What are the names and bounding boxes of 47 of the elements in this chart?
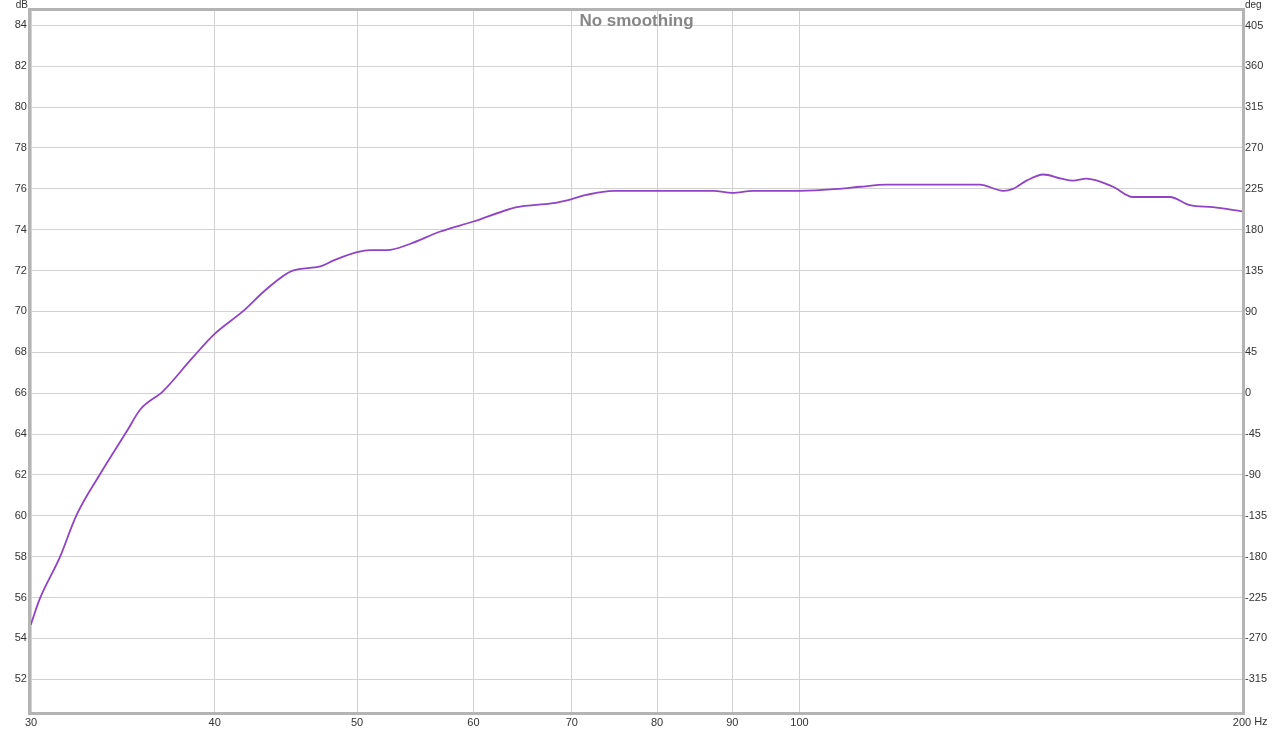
y2-tick-label: -135 [1245, 508, 1268, 521]
y-tick-label: 56 [14, 590, 27, 603]
x-axis-title: Hz [1254, 715, 1268, 728]
y2-tick-label: -315 [1245, 672, 1268, 685]
x-tick-label: 90 [726, 715, 739, 728]
y-axis-title: dB [15, 0, 29, 10]
y2-tick-label: 360 [1245, 59, 1264, 72]
y2-tick-label: 270 [1245, 141, 1264, 154]
x-tick-label: 200 [1232, 715, 1252, 728]
y2-tick-label: -90 [1245, 468, 1261, 481]
x-tick-label: 40 [208, 715, 221, 728]
y-tick-label: 84 [14, 18, 27, 31]
y2-tick-label: 405 [1245, 18, 1264, 31]
y2-axis-title: deg [1245, 0, 1262, 10]
x-tick-label: 70 [565, 715, 578, 728]
y-tick-label: 70 [14, 304, 27, 317]
y-tick-label: 52 [14, 672, 27, 685]
y-tick-label: 54 [14, 631, 27, 644]
y-tick-label: 62 [14, 467, 27, 480]
y-tick-label: 76 [14, 181, 27, 194]
y-tick-label: 68 [14, 345, 27, 358]
y-tick-label: 58 [14, 549, 27, 562]
y-tick-label: 64 [14, 427, 27, 440]
y-tick-label: 72 [14, 263, 27, 276]
y2-tick-label: 135 [1245, 263, 1264, 276]
x-tick-label: 60 [467, 715, 480, 728]
y2-tick-label: 90 [1245, 304, 1258, 317]
y-tick-label: 60 [14, 508, 27, 521]
y2-tick-label: 180 [1245, 222, 1264, 235]
y2-tick-label: -270 [1245, 631, 1268, 644]
y-tick-label: 82 [14, 59, 27, 72]
y2-tick-label: 0 [1245, 386, 1252, 399]
x-tick-label: 30 [24, 715, 38, 728]
y2-tick-label: -45 [1245, 427, 1261, 440]
y-tick-label: 80 [14, 100, 27, 113]
y2-tick-label: -225 [1245, 590, 1268, 603]
y-tick-label: 74 [14, 222, 27, 235]
chart-title: No smoothing [579, 10, 694, 30]
y-tick-label: 78 [14, 140, 27, 153]
y2-tick-label: 225 [1245, 182, 1264, 195]
y2-tick-label: -180 [1245, 549, 1268, 562]
x-tick-label: 100 [790, 715, 809, 728]
y-tick-label: 66 [14, 386, 27, 399]
x-tick-label: 80 [650, 715, 664, 728]
x-tick-label: 50 [350, 715, 364, 728]
y2-tick-label: 45 [1245, 345, 1258, 358]
y2-tick-label: 315 [1245, 100, 1264, 113]
